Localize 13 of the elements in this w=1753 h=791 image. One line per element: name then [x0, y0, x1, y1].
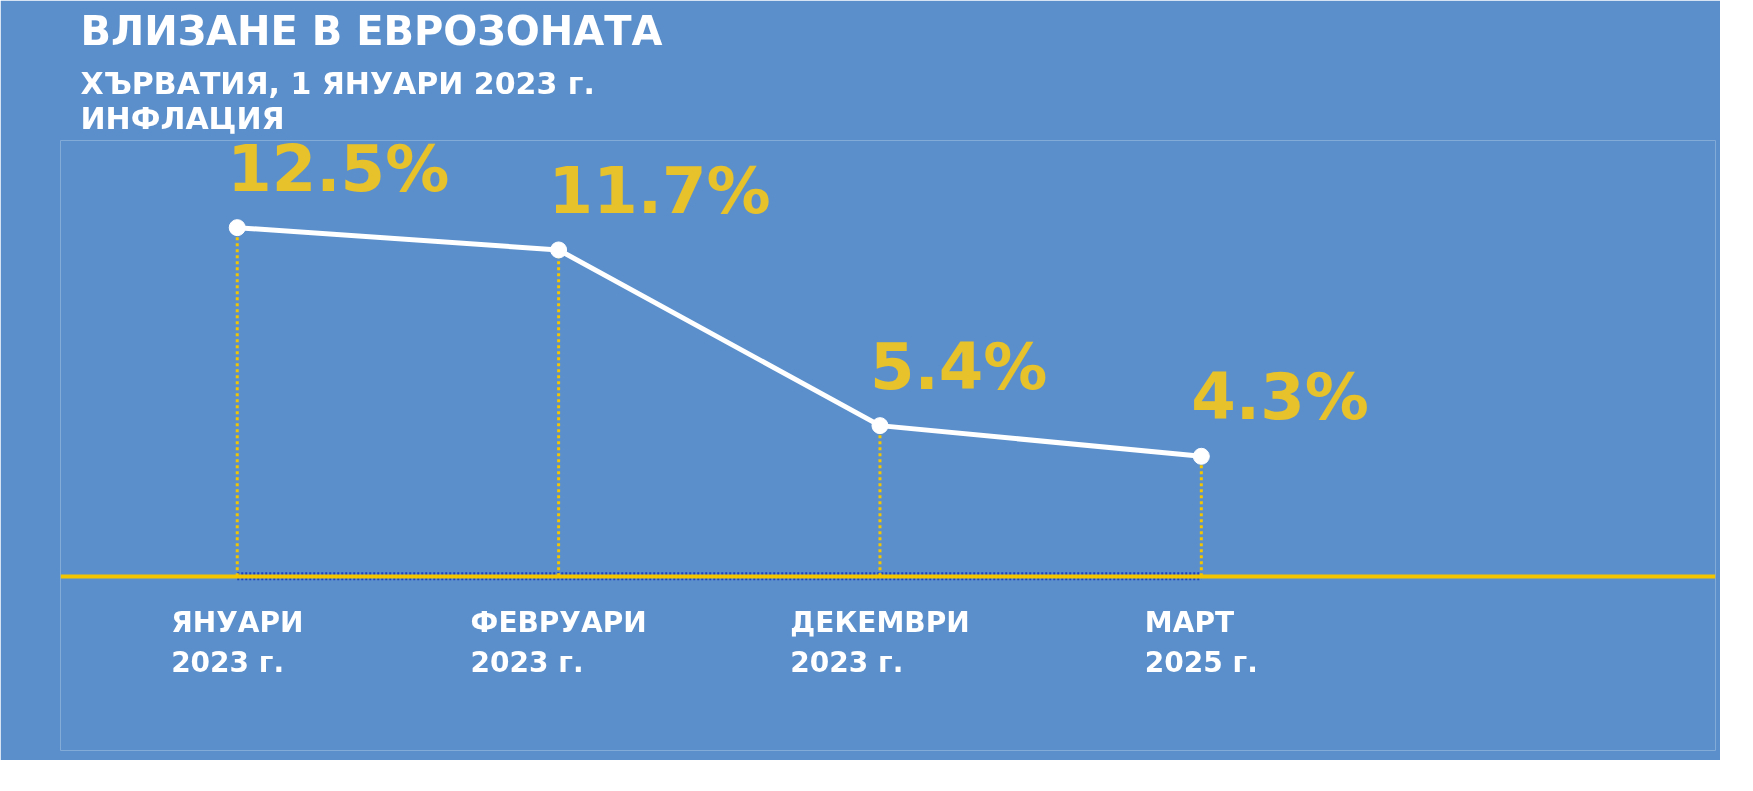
- x-tick-label: ДЕКЕМВРИ 2023 г.: [790, 606, 970, 679]
- point: [228, 219, 246, 237]
- point: [1192, 447, 1210, 465]
- x-tick-label: ФЕВРУАРИ 2023 г.: [470, 606, 647, 679]
- x-tick-label: МАРТ 2025 г.: [1144, 606, 1258, 679]
- chart-title: ВЛИЗАНЕ В ЕВРОЗОНАТА: [80, 7, 663, 54]
- data-label: 5.4%: [869, 329, 1048, 404]
- x-tick-label: ЯНУАРИ 2023 г.: [171, 606, 304, 679]
- chart-subtitle: ХЪРВАТИЯ, 1 ЯНУАРИ 2023 г. ИНФЛАЦИЯ: [80, 65, 595, 136]
- point: [871, 417, 889, 435]
- data-label: 11.7%: [548, 153, 771, 228]
- point: [550, 241, 568, 259]
- data-label: 4.3%: [1191, 360, 1369, 435]
